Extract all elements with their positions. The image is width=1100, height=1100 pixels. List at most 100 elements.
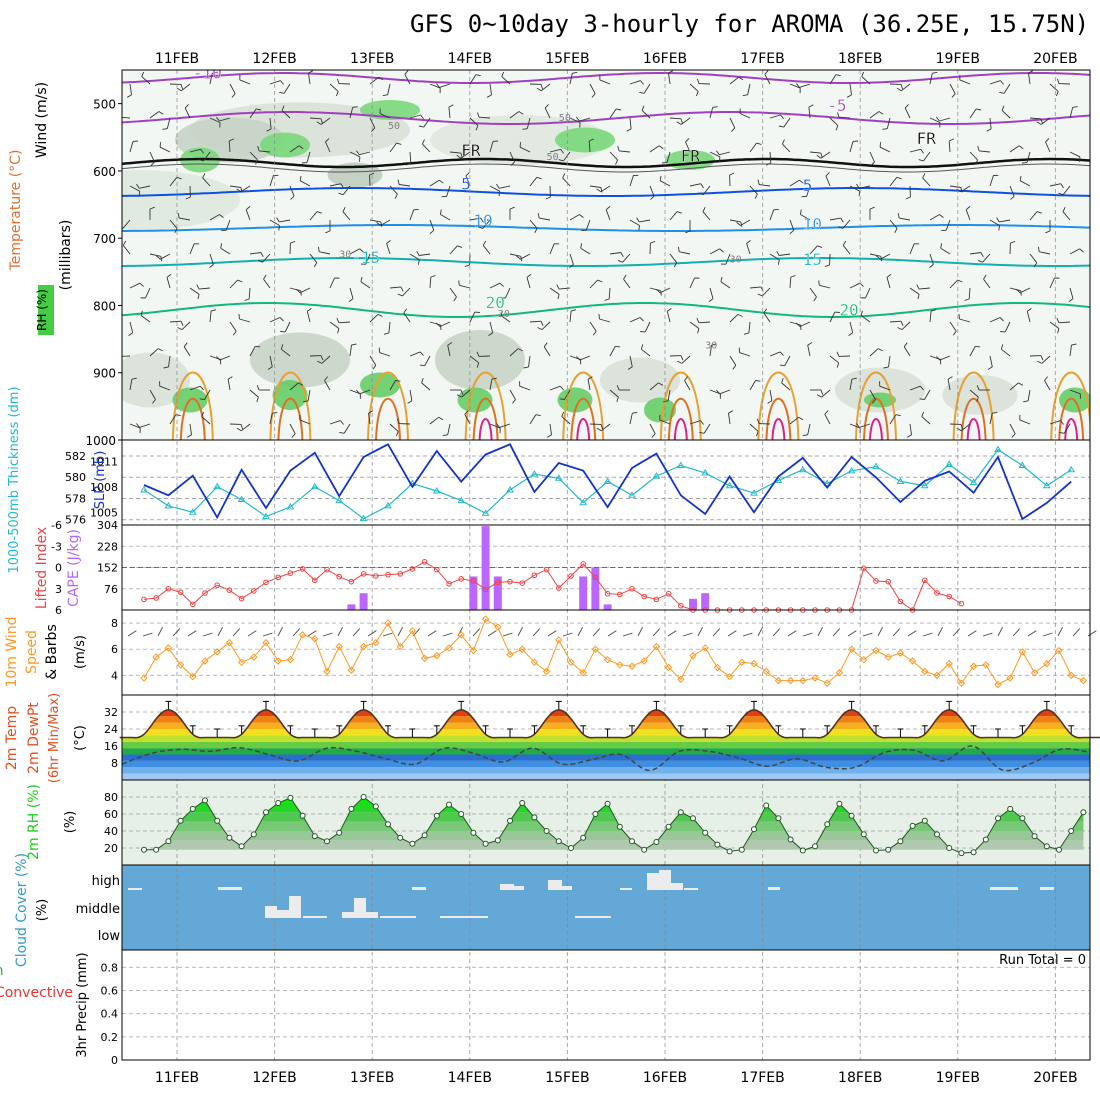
wind-barb bbox=[1018, 145, 1024, 150]
wind-barb bbox=[509, 151, 515, 163]
wind-barb bbox=[232, 330, 237, 336]
wind-barb bbox=[569, 214, 580, 221]
wind-barb bbox=[796, 322, 801, 327]
thickness-tick: 578 bbox=[65, 492, 86, 505]
wind-speed-point bbox=[689, 652, 697, 660]
rh-point bbox=[873, 847, 879, 854]
wind-barb bbox=[660, 290, 662, 296]
wind-speed-point bbox=[640, 657, 648, 665]
wind-barb bbox=[859, 423, 871, 428]
isotherm-loop bbox=[771, 418, 786, 440]
wind-barb bbox=[349, 345, 352, 357]
wind-barb bbox=[999, 219, 1011, 223]
wind-barb bbox=[719, 389, 731, 395]
wind-barb bbox=[509, 253, 521, 257]
rh-point bbox=[970, 849, 977, 856]
wind-barb bbox=[749, 286, 761, 289]
wind-barb bbox=[1058, 321, 1071, 324]
rh-band bbox=[144, 840, 1084, 850]
wind-barb bbox=[599, 318, 611, 323]
wind-barb bbox=[869, 111, 880, 119]
wind-barb bbox=[709, 107, 714, 119]
wind-barb bbox=[342, 185, 351, 195]
date-label-top: 19FEB bbox=[936, 51, 980, 67]
wind-barb bbox=[227, 379, 231, 391]
wind-speed-point bbox=[542, 667, 551, 676]
wind-barb bbox=[349, 151, 361, 158]
thickness-series bbox=[143, 448, 1072, 520]
wind-barb bbox=[964, 298, 970, 301]
rh-band bbox=[144, 812, 1084, 822]
thickness-point bbox=[847, 466, 856, 474]
panel-frame bbox=[121, 949, 1091, 1061]
rh-point bbox=[177, 817, 184, 824]
thickness-point bbox=[530, 470, 539, 477]
wind-barb bbox=[754, 193, 758, 199]
date-label-bottom: 19FEB bbox=[936, 1070, 980, 1086]
surface-wind-barb bbox=[1087, 630, 1097, 637]
wind-barb bbox=[149, 253, 161, 257]
wind-barb bbox=[196, 284, 200, 290]
wind-barb bbox=[307, 308, 312, 312]
wind-barb bbox=[204, 389, 211, 400]
wind-barb bbox=[799, 321, 811, 327]
wind-barb bbox=[1009, 145, 1020, 153]
wind-speed-point bbox=[140, 674, 148, 682]
rh-point bbox=[995, 815, 1001, 822]
wind-barb bbox=[1000, 80, 1004, 85]
wind-barb bbox=[869, 151, 875, 163]
cloud-block bbox=[354, 898, 366, 918]
wind-barb bbox=[651, 433, 656, 438]
temp-tick: 8 bbox=[111, 757, 118, 770]
wind-barb bbox=[762, 287, 771, 297]
wind-barb bbox=[600, 424, 604, 430]
wind-barb bbox=[589, 321, 597, 332]
cape-bar bbox=[493, 576, 502, 610]
wind-barb bbox=[784, 355, 791, 366]
wind-barb bbox=[949, 185, 961, 188]
ylabel-slp: SLP (mb) bbox=[93, 451, 108, 510]
wind-speed-point bbox=[811, 674, 819, 682]
date-label-top: 13FEB bbox=[350, 51, 394, 67]
wind-barb bbox=[360, 281, 371, 289]
wind-barb bbox=[860, 315, 871, 323]
wind-barb bbox=[799, 83, 811, 88]
wind-barb bbox=[325, 230, 331, 234]
contour-label: 30 bbox=[730, 254, 742, 265]
rh-point bbox=[909, 822, 916, 829]
contour-label: 15 bbox=[803, 250, 822, 269]
rh-point bbox=[690, 815, 696, 822]
wind-barb bbox=[1026, 151, 1031, 163]
wind-speed-point bbox=[152, 653, 160, 661]
wind-barb bbox=[968, 287, 971, 300]
wind-barb bbox=[181, 321, 191, 330]
date-label-bottom: 12FEB bbox=[252, 1070, 296, 1086]
wind-barb bbox=[169, 219, 178, 229]
thickness-point bbox=[286, 502, 295, 510]
wind-barb bbox=[499, 282, 504, 287]
wind-speed-point bbox=[286, 655, 295, 664]
lifted-index-point bbox=[263, 579, 269, 586]
wind-barb bbox=[769, 351, 781, 357]
wind-barb bbox=[449, 151, 461, 154]
wind-barb bbox=[464, 410, 469, 415]
wind-speed-point bbox=[176, 661, 185, 669]
wind-barb bbox=[404, 70, 409, 75]
contour-label: 50 bbox=[547, 152, 559, 163]
rh-shading bbox=[327, 162, 383, 188]
rh-point bbox=[202, 797, 208, 804]
wind-barb bbox=[658, 382, 664, 386]
wind-barb bbox=[145, 287, 151, 299]
wind-barb bbox=[561, 411, 565, 417]
wind-barb bbox=[202, 173, 206, 179]
wind-barb bbox=[335, 91, 339, 97]
wind-barb bbox=[478, 116, 491, 119]
cloud-block bbox=[562, 886, 572, 890]
wind-barb bbox=[940, 243, 943, 249]
wind-barb bbox=[256, 108, 262, 111]
wind-barb bbox=[869, 348, 879, 357]
surface-wind-barb bbox=[382, 632, 393, 637]
rh-point bbox=[677, 809, 684, 816]
li-tick: 6 bbox=[55, 604, 62, 617]
